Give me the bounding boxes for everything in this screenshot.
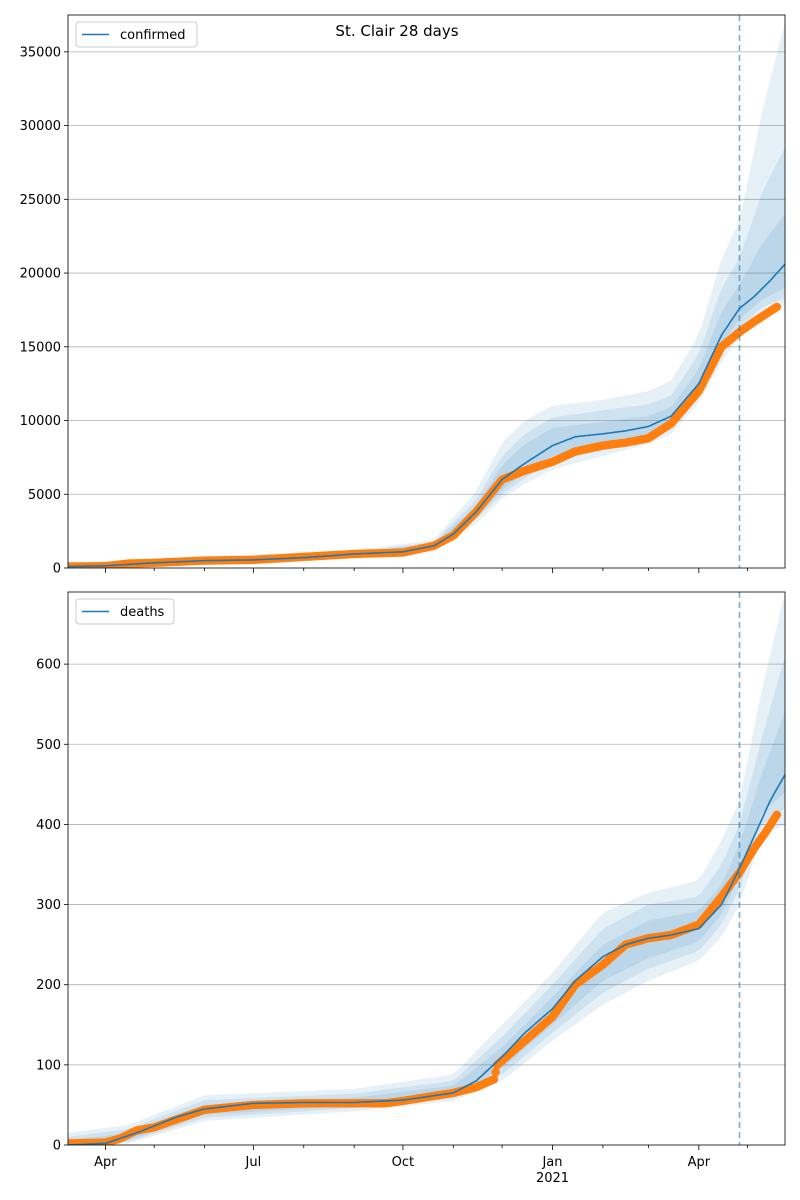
uncertainty-band — [68, 592, 785, 1145]
legend: deaths — [75, 598, 175, 625]
y-tick-label: 400 — [36, 818, 61, 833]
axes-frame — [67, 591, 786, 1146]
y-tick-label: 600 — [36, 658, 61, 673]
observed-point — [772, 302, 782, 312]
x-tick-label: Apr — [688, 1155, 711, 1170]
observed-point — [489, 1075, 499, 1084]
legend: confirmed — [75, 21, 198, 48]
axes-frame — [67, 14, 786, 569]
y-tick-label: 500 — [36, 738, 61, 753]
y-tick-label: 100 — [36, 1058, 61, 1073]
deaths-panel: 0 100 200 300 400 500 600 Apr Jul Oct Jan Apr 2021 de… — [36, 591, 786, 1186]
y-tick-label: 30000 — [20, 119, 61, 134]
legend-box — [75, 598, 175, 625]
x-tick-label: Oct — [392, 1155, 414, 1170]
y-tick-label: 0 — [53, 562, 61, 577]
x-tick-label: Apr — [94, 1155, 117, 1170]
y-tick-label: 0 — [53, 1139, 61, 1154]
y-tick-label: 35000 — [20, 45, 61, 60]
y-tick-label: 200 — [36, 978, 61, 993]
plot-area — [68, 592, 785, 1145]
model-line — [68, 263, 785, 568]
figure-title: St. Clair 28 days — [335, 22, 458, 40]
uncertainty-band — [68, 656, 785, 1145]
observed-point — [491, 1067, 500, 1077]
y-tick-label: 300 — [36, 898, 61, 913]
y-tick-label: 15000 — [20, 340, 61, 355]
y-tick-label: 5000 — [28, 488, 61, 503]
x-tick-label: Jan — [541, 1155, 562, 1170]
legend-label: confirmed — [120, 28, 186, 43]
legend-label: deaths — [120, 605, 165, 620]
uncertainty-band — [68, 147, 785, 568]
y-tick-label: 25000 — [20, 193, 61, 208]
uncertainty-band — [68, 22, 785, 568]
legend-box — [75, 21, 198, 48]
uncertainty-band — [68, 712, 785, 1145]
model-line — [68, 774, 785, 1145]
observed-point — [772, 810, 782, 819]
y-tick-label: 20000 — [20, 267, 61, 282]
y-tick-label: 10000 — [20, 414, 61, 429]
plot-area — [68, 15, 785, 568]
confirmed-panel: 0 5000 10000 15000 20000 25000 30000 35000 confi… — [20, 14, 786, 577]
x-year-label: 2021 — [536, 1171, 569, 1186]
x-tick-label: Jul — [245, 1155, 262, 1170]
